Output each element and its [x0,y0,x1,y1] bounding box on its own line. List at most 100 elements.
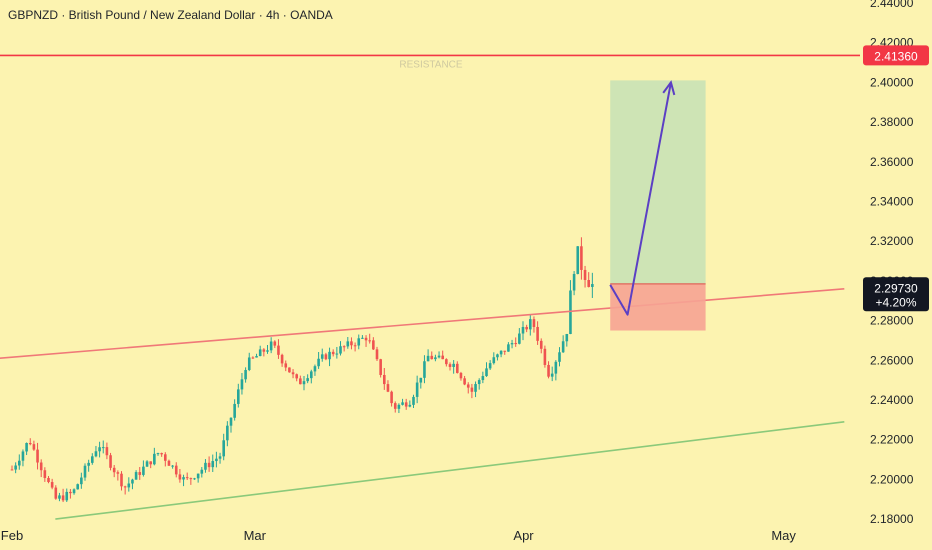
candle [43,467,47,482]
time-tick-label: Apr [513,528,534,543]
upper-trendline [0,288,845,359]
price-tick-label: 2.34000 [870,195,914,209]
candle [237,383,240,408]
candle-body [357,338,361,346]
candle-body [328,351,331,360]
candle-body [313,366,317,372]
candle [39,459,43,478]
candle [251,356,255,359]
candle [448,362,452,371]
candle [240,372,244,395]
candle-body [350,341,353,346]
price-tick-label: 2.24000 [870,393,914,407]
candle [499,350,503,358]
candle [539,338,543,354]
candle [361,335,364,339]
stop-zone [610,283,706,331]
badge-background [863,277,929,312]
candle [266,345,269,354]
candle [21,449,25,467]
candle [284,360,288,372]
candle [532,316,536,333]
candle [342,345,346,352]
candle [138,467,142,480]
candle-body [138,472,142,475]
candle-body [262,349,266,352]
candle-body [131,479,134,484]
candle [313,364,317,376]
candle [565,333,569,347]
candle-body [156,453,160,455]
candle [295,373,298,382]
candle-body [266,350,269,352]
candle-body [569,290,572,335]
candle-body [54,487,58,499]
price-axis: 2.440002.420002.400002.380002.360002.340… [870,0,914,526]
candle [507,342,510,352]
candle [101,440,105,454]
candle [339,341,342,356]
candle-body [58,495,61,499]
candle-body [408,404,412,407]
candle [466,382,470,394]
candle [419,377,423,389]
candle [350,337,353,350]
candle-body [477,380,481,385]
candle-body [50,482,54,488]
candle [127,477,131,492]
candle-body [258,349,262,357]
candle-body [284,363,288,368]
candle [204,459,207,473]
candle [580,237,583,280]
candle [328,347,331,367]
candle-body [123,486,127,488]
candle-body [335,353,339,355]
candle-body [36,449,39,463]
candle [514,337,517,347]
candle [477,378,481,390]
candle-body [174,465,178,475]
candle [50,478,54,490]
candle-body [229,417,233,426]
time-axis: Feb Mar Apr May [1,528,797,543]
candle [120,471,123,491]
candle [171,465,174,469]
candle-body [25,442,28,452]
chart-title: GBPNZD · British Pound / New Zealand Dol… [8,8,333,22]
candle-body [277,345,280,355]
target-zone [610,80,706,284]
candle-body [302,381,306,385]
candle [280,353,284,367]
candle-body [134,472,138,480]
candle-body [39,462,43,471]
candle [291,369,295,379]
candle-body [185,477,189,479]
candle [273,340,277,349]
candle-body [397,404,401,409]
candle-body [423,361,426,378]
candle-body [434,357,437,360]
candle-body [368,340,371,342]
candle-body [21,451,25,461]
candle [211,454,215,472]
candle [156,452,160,456]
candle-body [554,361,558,374]
candle-body [94,451,98,457]
candle [572,271,576,296]
badge-background [863,45,929,66]
candle-body [28,442,32,445]
candle [25,442,28,456]
candle [65,488,69,503]
candle [401,398,404,406]
candle [496,353,499,361]
candle-body [587,279,590,287]
candle [372,337,375,351]
candle-body [393,403,397,409]
candle [302,375,306,391]
resistance-price-badge: 2.41360 [863,45,929,66]
candle [229,417,233,433]
candle-body [525,326,528,330]
candle-body [291,372,295,375]
